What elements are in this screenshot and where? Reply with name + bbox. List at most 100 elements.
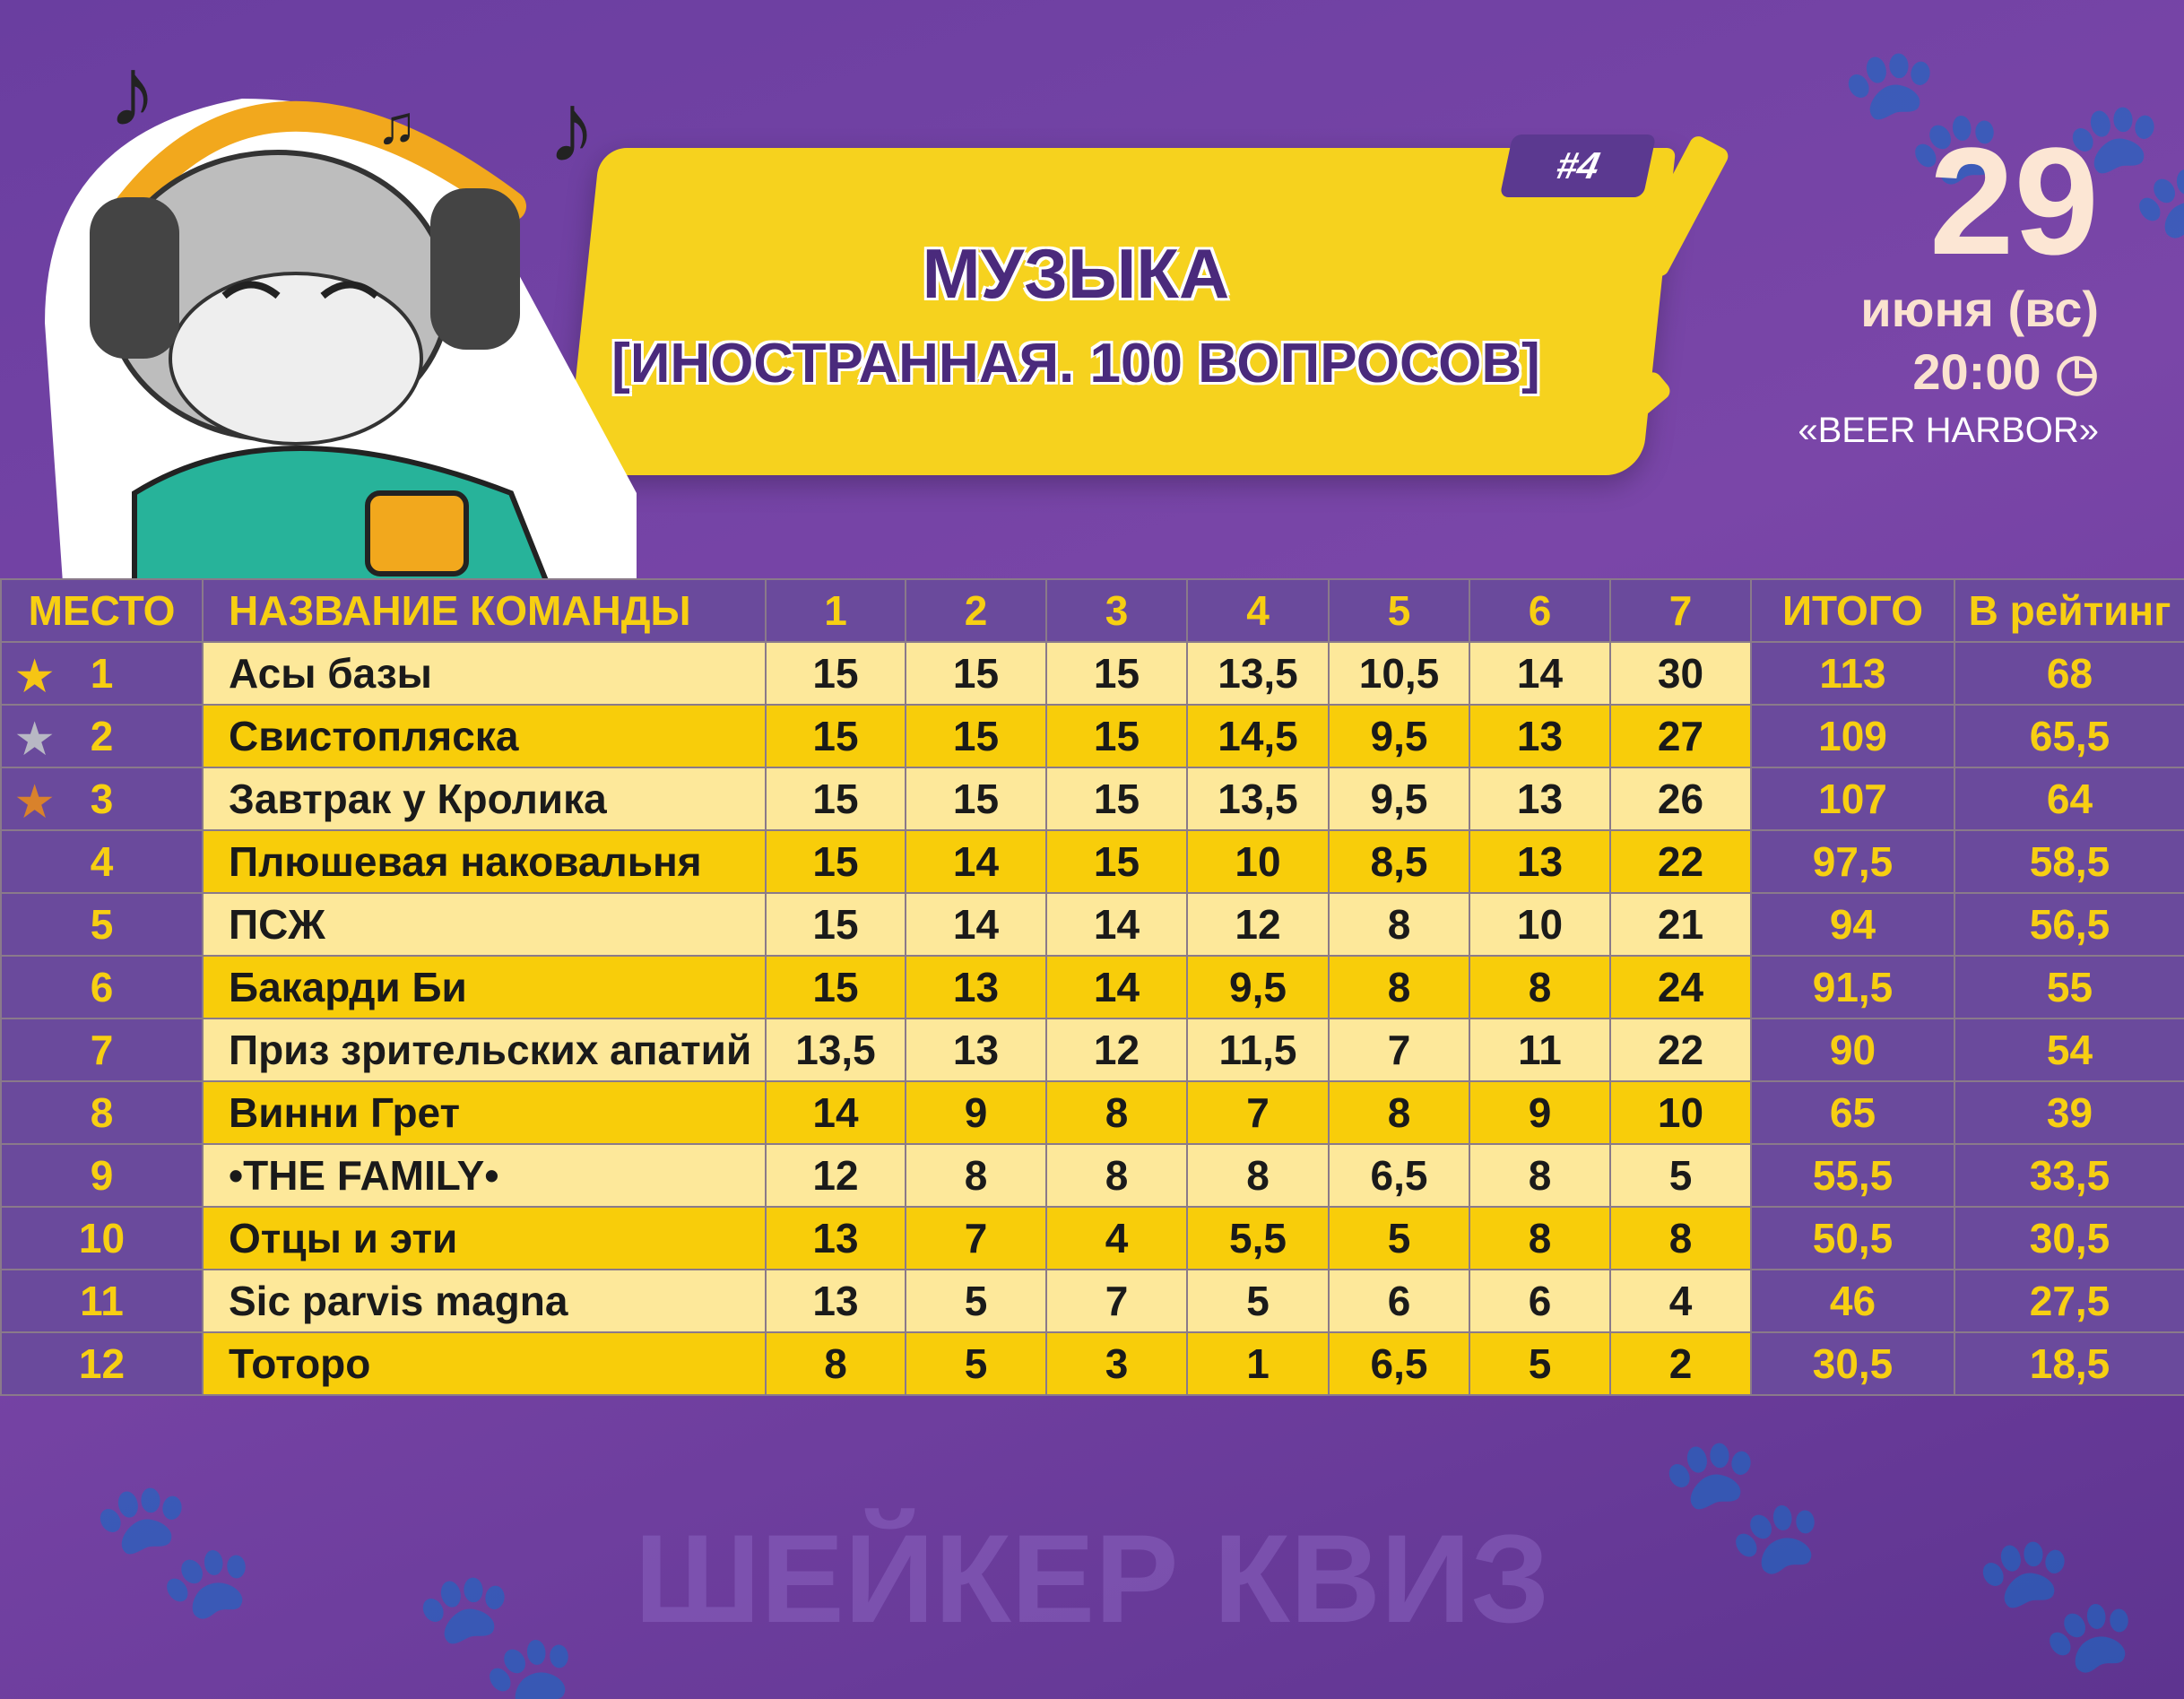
place-cell: 5 xyxy=(0,892,204,957)
round-score: 5 xyxy=(1609,1143,1752,1208)
round-score: 8 xyxy=(905,1143,1047,1208)
column-header: МЕСТО xyxy=(0,578,204,643)
round-score: 14 xyxy=(765,1080,906,1145)
column-header: 5 xyxy=(1328,578,1470,643)
round-score: 12 xyxy=(765,1143,906,1208)
round-score: 15 xyxy=(1045,767,1188,831)
table-row: 11 Sic parvis magna 13 5 7 5 6 6 4 46 27,5 xyxy=(0,1269,2184,1333)
column-header: 6 xyxy=(1469,578,1611,643)
place-cell: 9 xyxy=(0,1143,204,1208)
table-row: 4 Плюшевая наковальня 15 14 15 10 8,5 13 22 97,5 5… xyxy=(0,829,2184,894)
table-row: ★ 1 Асы базы 15 15 15 13,5 10,5 14 30 113 68 xyxy=(0,641,2184,706)
round-score: 15 xyxy=(905,704,1047,768)
rating-score: 39 xyxy=(1954,1080,2184,1145)
clock-icon: ◷ xyxy=(2055,343,2099,400)
round-score: 10 xyxy=(1186,829,1330,894)
event-month: июня (вс) xyxy=(1860,281,2099,337)
watermark-logo: ШЕЙКЕР КВИЗ xyxy=(634,1508,1550,1649)
event-venue: «BEER HARBOR» xyxy=(1798,411,2099,450)
round-score: 15 xyxy=(765,955,906,1019)
team-name: Асы базы xyxy=(202,641,767,706)
place-cell: ★ 2 xyxy=(0,704,204,768)
round-score: 21 xyxy=(1609,892,1752,957)
rating-score: 55 xyxy=(1954,955,2184,1019)
svg-text:♪: ♪ xyxy=(108,37,157,147)
round-score: 13 xyxy=(765,1206,906,1270)
place-number: 9 xyxy=(90,1152,114,1199)
round-score: 7 xyxy=(1186,1080,1330,1145)
cat-mascot-illustration: ♪ ♪ ♫ xyxy=(45,37,637,583)
round-score: 8 xyxy=(1469,1143,1611,1208)
round-score: 24 xyxy=(1609,955,1752,1019)
rating-score: 54 xyxy=(1954,1018,2184,1082)
place-cell: 7 xyxy=(0,1018,204,1082)
team-name: Отцы и эти xyxy=(202,1206,767,1270)
round-score: 9,5 xyxy=(1186,955,1330,1019)
place-cell: 8 xyxy=(0,1080,204,1145)
round-score: 13 xyxy=(905,1018,1047,1082)
gold-star-icon: ★ xyxy=(16,653,54,699)
round-score: 7 xyxy=(905,1206,1047,1270)
table-row: 9 •THE FAMILY• 12 8 8 8 6,5 8 5 55,5 33,5 xyxy=(0,1143,2184,1208)
rating-score: 30,5 xyxy=(1954,1206,2184,1270)
round-score: 10,5 xyxy=(1328,641,1470,706)
place-cell: 11 xyxy=(0,1269,204,1333)
round-score: 15 xyxy=(765,892,906,957)
place-cell: 6 xyxy=(0,955,204,1019)
round-score: 10 xyxy=(1609,1080,1752,1145)
round-score: 30 xyxy=(1609,641,1752,706)
round-score: 9 xyxy=(1469,1080,1611,1145)
team-name: Приз зрительских апатий xyxy=(202,1018,767,1082)
round-score: 5 xyxy=(905,1331,1047,1396)
round-score: 14 xyxy=(905,829,1047,894)
table-header-row: МЕСТО НАЗВАНИЕ КОМАНДЫ 1 2 3 4 5 6 7 ИТОГО В рейти… xyxy=(0,578,2184,643)
place-number: 2 xyxy=(90,713,114,759)
round-score: 15 xyxy=(905,641,1047,706)
rating-score: 65,5 xyxy=(1954,704,2184,768)
rating-score: 64 xyxy=(1954,767,2184,831)
round-score: 14 xyxy=(905,892,1047,957)
round-score: 15 xyxy=(765,767,906,831)
round-score: 6 xyxy=(1469,1269,1611,1333)
table-row: 6 Бакарди Би 15 13 14 9,5 8 8 24 91,5 55 xyxy=(0,955,2184,1019)
round-score: 8,5 xyxy=(1328,829,1470,894)
place-number: 7 xyxy=(90,1027,114,1073)
round-score: 1 xyxy=(1186,1331,1330,1396)
game-number-badge: #4 xyxy=(1499,134,1657,197)
rating-score: 68 xyxy=(1954,641,2184,706)
round-score: 14 xyxy=(1045,955,1188,1019)
round-score: 5 xyxy=(1186,1269,1330,1333)
team-name: Плюшевая наковальня xyxy=(202,829,767,894)
team-name: Тоторо xyxy=(202,1331,767,1396)
round-score: 15 xyxy=(1045,641,1188,706)
total-score: 65 xyxy=(1750,1080,1955,1145)
team-name: ПСЖ xyxy=(202,892,767,957)
place-cell: 10 xyxy=(0,1206,204,1270)
round-score: 10 xyxy=(1469,892,1611,957)
table-row: 5 ПСЖ 15 14 14 12 8 10 21 94 56,5 xyxy=(0,892,2184,957)
event-day: 29 xyxy=(1928,117,2099,287)
round-score: 8 xyxy=(1469,955,1611,1019)
total-score: 109 xyxy=(1750,704,1955,768)
place-cell: 4 xyxy=(0,829,204,894)
round-score: 15 xyxy=(765,641,906,706)
round-score: 5,5 xyxy=(1186,1206,1330,1270)
column-header: 3 xyxy=(1045,578,1188,643)
page-subtitle: [ИНОСТРАННАЯ. 100 ВОПРОСОВ] xyxy=(611,333,1540,394)
total-score: 107 xyxy=(1750,767,1955,831)
round-score: 15 xyxy=(765,829,906,894)
round-score: 8 xyxy=(1045,1143,1188,1208)
column-header: В рейтинг xyxy=(1954,578,2184,643)
team-name: Винни Грет xyxy=(202,1080,767,1145)
round-score: 8 xyxy=(1469,1206,1611,1270)
round-score: 9,5 xyxy=(1328,767,1470,831)
place-cell: ★ 3 xyxy=(0,767,204,831)
place-number: 5 xyxy=(90,901,114,948)
round-score: 8 xyxy=(1186,1143,1330,1208)
place-number: 6 xyxy=(90,964,114,1010)
round-score: 8 xyxy=(1609,1206,1752,1270)
round-score: 8 xyxy=(1328,892,1470,957)
round-score: 2 xyxy=(1609,1331,1752,1396)
column-header: НАЗВАНИЕ КОМАНДЫ xyxy=(202,578,767,643)
total-score: 97,5 xyxy=(1750,829,1955,894)
